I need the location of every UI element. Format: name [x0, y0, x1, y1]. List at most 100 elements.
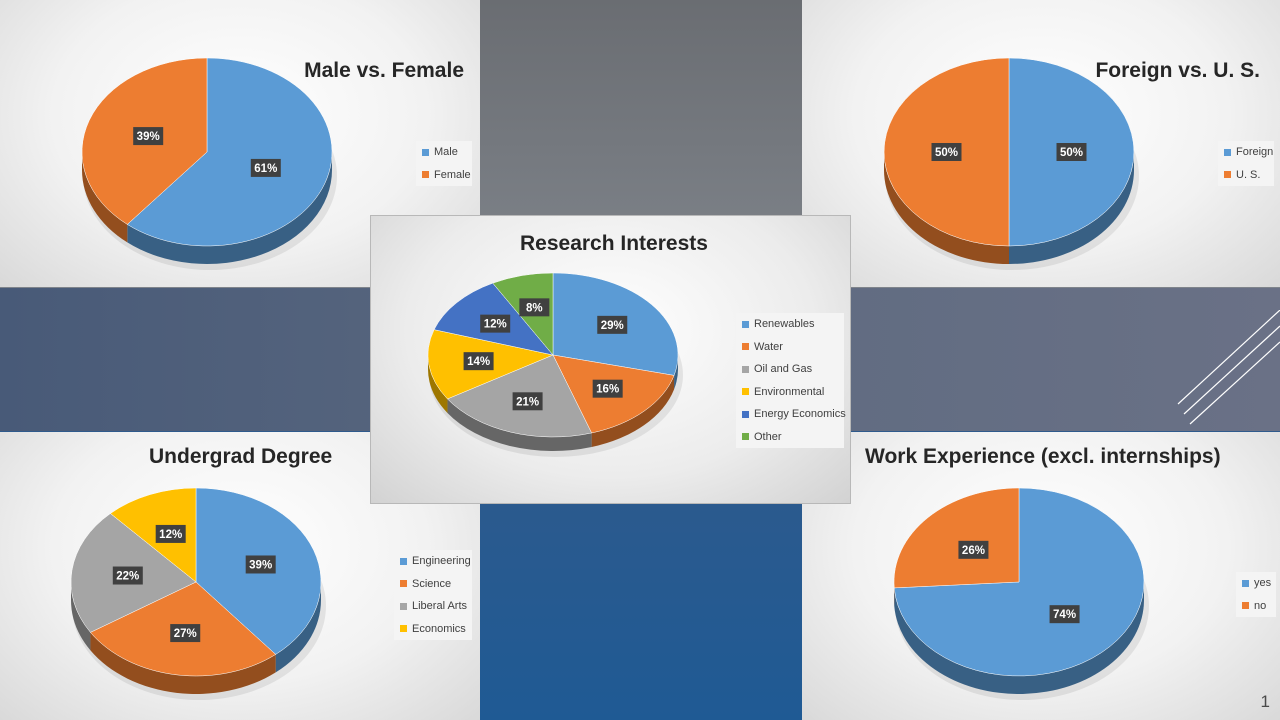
- legend-label: Other: [754, 430, 782, 443]
- data-label-other: 8%: [519, 298, 550, 317]
- chart-title-gender: Male vs. Female: [304, 59, 464, 82]
- data-label-engineering: 39%: [245, 555, 276, 574]
- pie-side-u-s: [884, 152, 1009, 264]
- chart-panel-research: Research Interests 29% 16% 21% 14% 12% 8% Ren…: [370, 215, 851, 504]
- page-number: 1: [1260, 692, 1270, 711]
- legend-item-liberal-arts: Liberal Arts: [394, 595, 472, 618]
- chart-title-origin: Foreign vs. U. S.: [1095, 59, 1260, 82]
- legend-degree: Engineering Science Liberal Arts Economics: [394, 550, 472, 640]
- legend-item-environmental: Environmental: [736, 381, 844, 404]
- legend-swatch: [742, 320, 749, 328]
- svg-text:26%: 26%: [962, 545, 985, 557]
- legend-swatch: [422, 171, 429, 179]
- chart-title-work: Work Experience (excl. internships): [865, 445, 1221, 468]
- pie-slice-male: [126, 57, 333, 247]
- legend-swatch: [400, 602, 407, 610]
- pie-slice-economics: [110, 487, 197, 583]
- svg-text:12%: 12%: [159, 529, 182, 541]
- legend-swatch: [400, 625, 407, 633]
- data-label-female: 39%: [133, 127, 164, 146]
- data-label-foreign: 50%: [1056, 143, 1087, 161]
- legend-item-other: Other: [736, 426, 844, 449]
- legend-label: no: [1254, 599, 1267, 612]
- legend-label: Environmental: [754, 385, 825, 398]
- legend-label: Liberal Arts: [412, 600, 468, 613]
- legend-item-female: Female: [416, 164, 472, 187]
- pie-chart-degree: 39% 27% 22% 12%: [70, 487, 326, 700]
- decorative-lines: [1177, 310, 1280, 425]
- pie-chart-work: 74% 26%: [893, 487, 1149, 700]
- data-label-oil-and-gas: 21%: [512, 392, 543, 411]
- pie-side-male: [127, 152, 333, 264]
- pie-chart-gender: 61% 39%: [81, 57, 337, 270]
- legend-swatch: [400, 557, 407, 565]
- legend-swatch: [1242, 602, 1249, 610]
- pie-side-renewables: [674, 355, 678, 390]
- pie-slice-no: [893, 487, 1020, 589]
- legend-label: Male: [434, 146, 458, 159]
- pie-side-female: [82, 152, 128, 243]
- legend-swatch: [742, 433, 749, 441]
- data-label-science: 27%: [170, 624, 201, 643]
- legend-label: Foreign: [1236, 146, 1274, 159]
- svg-text:22%: 22%: [116, 571, 139, 583]
- pie-chart-research: 29% 16% 21% 14% 12% 8%: [427, 272, 683, 457]
- svg-text:21%: 21%: [516, 396, 539, 408]
- svg-text:8%: 8%: [526, 302, 543, 314]
- legend-swatch: [400, 580, 407, 588]
- legend-label: Economics: [412, 622, 466, 635]
- svg-text:27%: 27%: [174, 628, 197, 640]
- data-label-yes: 74%: [1049, 605, 1080, 624]
- svg-text:50%: 50%: [1060, 147, 1083, 159]
- pie-side-environmental: [428, 355, 448, 413]
- legend-item-u-s: U. S.: [1218, 164, 1274, 187]
- chart-panel-origin: Foreign vs. U. S. 50% 50% Foreign U. S.: [802, 0, 1280, 287]
- legend-label: Energy Economics: [754, 408, 846, 421]
- svg-text:50%: 50%: [935, 147, 958, 159]
- legend-swatch: [1224, 148, 1231, 156]
- svg-text:16%: 16%: [596, 384, 619, 396]
- chart-title-research: Research Interests: [520, 232, 708, 255]
- legend-research: Renewables Water Oil and Gas Environmental E…: [736, 313, 846, 449]
- chart-title-degree: Undergrad Degree: [149, 445, 333, 468]
- legend-label: Water: [754, 340, 783, 353]
- legend-item-science: Science: [394, 573, 472, 596]
- legend-swatch: [1224, 171, 1231, 179]
- data-label-water: 16%: [592, 379, 623, 398]
- legend-label: Renewables: [754, 318, 815, 331]
- legend-item-renewables: Renewables: [736, 313, 844, 336]
- pie-side-yes: [894, 582, 1144, 695]
- legend-label: Engineering: [412, 555, 471, 568]
- chart-panel-work: Work Experience (excl. internships) 74% 2…: [802, 432, 1280, 720]
- svg-text:74%: 74%: [1053, 609, 1076, 621]
- pie-side-engineering: [275, 582, 321, 673]
- legend-swatch: [742, 365, 749, 373]
- data-label-male: 61%: [250, 158, 281, 177]
- data-label-environmental: 14%: [463, 352, 494, 371]
- legend-label: U. S.: [1236, 168, 1261, 181]
- data-label-renewables: 29%: [597, 315, 628, 334]
- svg-text:12%: 12%: [484, 319, 507, 331]
- legend-item-oil-and-gas: Oil and Gas: [736, 358, 844, 381]
- legend-item-engineering: Engineering: [394, 550, 472, 573]
- legend-label: Female: [434, 168, 471, 181]
- svg-text:29%: 29%: [601, 320, 624, 332]
- legend-item-economics: Economics: [394, 618, 472, 641]
- svg-text:39%: 39%: [249, 559, 272, 571]
- legend-origin: Foreign U. S.: [1218, 141, 1274, 186]
- legend-item-energy-economics: Energy Economics: [736, 403, 846, 426]
- data-label-u-s: 50%: [931, 143, 962, 161]
- legend-item-male: Male: [416, 141, 472, 164]
- data-label-no: 26%: [958, 540, 989, 559]
- legend-item-no: no: [1236, 595, 1276, 618]
- data-label-energy-economics: 12%: [480, 314, 511, 333]
- legend-work: yes no: [1236, 572, 1276, 617]
- legend-label: yes: [1254, 577, 1272, 590]
- pie-chart-origin: 50% 50%: [883, 57, 1139, 270]
- legend-swatch: [422, 148, 429, 156]
- legend-item-water: Water: [736, 336, 844, 359]
- legend-label: Oil and Gas: [754, 363, 813, 376]
- legend-swatch: [1242, 579, 1249, 587]
- pie-side-science: [90, 632, 276, 694]
- pie-side-foreign: [1009, 152, 1134, 264]
